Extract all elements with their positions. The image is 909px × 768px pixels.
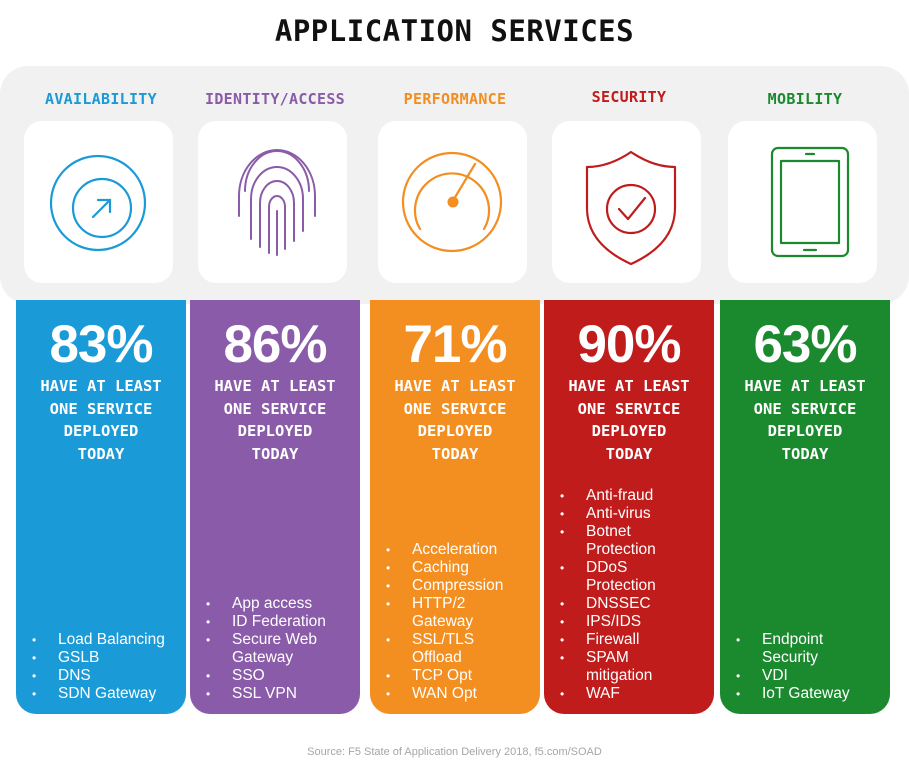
caption-line: TODAY [781, 444, 829, 463]
caption-line: DEPLOYED [417, 422, 493, 440]
list-item: WAF [558, 685, 682, 703]
list-item: SPAM mitigation [558, 649, 682, 685]
column-mobility: MOBILITY 63% HAVE AT LEAST ONE SERVICE D… [720, 0, 890, 768]
caption-line: HAVE AT LEAST [744, 377, 866, 395]
list-item: SSL/TLS Offload [384, 631, 512, 667]
column-availability: AVAILABILITY 83% HAVE AT LEAST ONE SERVI… [16, 0, 186, 768]
list-item: Anti-virus [558, 505, 682, 523]
list-item: Load Balancing [30, 631, 180, 649]
category-label: IDENTITY/ACCESS [205, 90, 345, 108]
category-label: SECURITY [591, 88, 667, 106]
caption-line: ONE SERVICE [49, 399, 153, 418]
caption-line: ONE SERVICE [223, 399, 327, 418]
list-item: DNS [30, 667, 180, 685]
tablet-icon [770, 146, 850, 258]
percent-value: 90% [577, 315, 681, 374]
stat-caption: HAVE AT LEAST ONE SERVICE DEPLOYED TODAY [714, 375, 896, 465]
list-item: Secure Web Gateway [204, 631, 352, 667]
caption-line: DEPLOYED [767, 422, 843, 440]
percent-value: 71% [403, 315, 507, 374]
list-item: IoT Gateway [734, 685, 862, 703]
category-label: MOBILITY [767, 90, 843, 108]
fingerprint-icon [238, 149, 316, 256]
caption-line: HAVE AT LEAST [568, 377, 690, 395]
list-item: SSL VPN [204, 685, 352, 703]
caption-line: ONE SERVICE [753, 399, 857, 418]
list-item: Endpoint Security [734, 631, 862, 667]
list-item: SSO [204, 667, 352, 685]
caption-line: DEPLOYED [237, 422, 313, 440]
list-item: TCP Opt [384, 667, 512, 685]
category-label: PERFORMANCE [403, 90, 507, 108]
category-label: AVAILABILITY [45, 90, 157, 108]
list-item: Compression [384, 577, 512, 595]
list-item: HTTP/2 Gateway [384, 595, 512, 631]
list-item: DNSSEC [558, 595, 682, 613]
list-item: Anti-fraud [558, 487, 682, 505]
list-item: App access [204, 595, 352, 613]
list-item: DDoS Protection [558, 559, 682, 595]
list-item: VDI [734, 667, 862, 685]
service-list: App access ID Federation Secure Web Gate… [204, 595, 352, 703]
percent-value: 83% [49, 315, 153, 374]
icon-tile [24, 121, 173, 283]
column-performance: PERFORMANCE 71% HAVE AT LEAST ONE SERVIC… [370, 0, 540, 768]
stat-card: 63% HAVE AT LEAST ONE SERVICE DEPLOYED T… [720, 300, 890, 714]
service-list: Endpoint Security VDI IoT Gateway [734, 631, 862, 703]
caption-line: ONE SERVICE [403, 399, 507, 418]
arrow-circle-icon [49, 154, 147, 252]
caption-line: HAVE AT LEAST [394, 377, 516, 395]
column-security: SECURITY 90% HAVE AT LEAST ONE SERVICE D… [544, 0, 714, 768]
list-item: Firewall [558, 631, 682, 649]
caption-line: HAVE AT LEAST [40, 377, 162, 395]
service-list: Acceleration Caching Compression HTTP/2 … [384, 541, 512, 703]
stat-caption: HAVE AT LEAST ONE SERVICE DEPLOYED TODAY [184, 375, 366, 465]
icon-tile [552, 121, 701, 283]
caption-line: TODAY [605, 444, 653, 463]
stat-caption: HAVE AT LEAST ONE SERVICE DEPLOYED TODAY [10, 375, 192, 465]
caption-line: HAVE AT LEAST [214, 377, 336, 395]
column-identity-access: IDENTITY/ACCESS 86% HAVE AT LEAST ONE SE… [190, 0, 360, 768]
source-note: Source: F5 State of Application Delivery… [307, 746, 602, 758]
stat-caption: HAVE AT LEAST ONE SERVICE DEPLOYED TODAY [538, 375, 720, 465]
list-item: IPS/IDS [558, 613, 682, 631]
stat-card: 90% HAVE AT LEAST ONE SERVICE DEPLOYED T… [544, 300, 714, 714]
list-item: Botnet Protection [558, 523, 682, 559]
list-item: SDN Gateway [30, 685, 180, 703]
stat-card: 86% HAVE AT LEAST ONE SERVICE DEPLOYED T… [190, 300, 360, 714]
caption-line: ONE SERVICE [577, 399, 681, 418]
percent-value: 63% [753, 315, 857, 374]
service-list: Load Balancing GSLB DNS SDN Gateway [30, 631, 180, 703]
stat-card: 71% HAVE AT LEAST ONE SERVICE DEPLOYED T… [370, 300, 540, 714]
icon-tile [728, 121, 877, 283]
shield-check-icon [585, 150, 677, 266]
stat-caption: HAVE AT LEAST ONE SERVICE DEPLOYED TODAY [364, 375, 546, 465]
stat-card: 83% HAVE AT LEAST ONE SERVICE DEPLOYED T… [16, 300, 186, 714]
service-list: Anti-fraud Anti-virus Botnet Protection … [558, 487, 682, 703]
speedometer-icon [401, 151, 503, 253]
caption-line: TODAY [251, 444, 299, 463]
caption-line: DEPLOYED [63, 422, 139, 440]
caption-line: TODAY [77, 444, 125, 463]
caption-line: DEPLOYED [591, 422, 667, 440]
caption-line: TODAY [431, 444, 479, 463]
page-title: APPLICATION SERVICES [274, 14, 635, 48]
percent-value: 86% [223, 315, 327, 374]
list-item: GSLB [30, 649, 180, 667]
list-item: Acceleration [384, 541, 512, 559]
list-item: ID Federation [204, 613, 352, 631]
icon-tile [378, 121, 527, 283]
icon-tile [198, 121, 347, 283]
list-item: WAN Opt [384, 685, 512, 703]
list-item: Caching [384, 559, 512, 577]
